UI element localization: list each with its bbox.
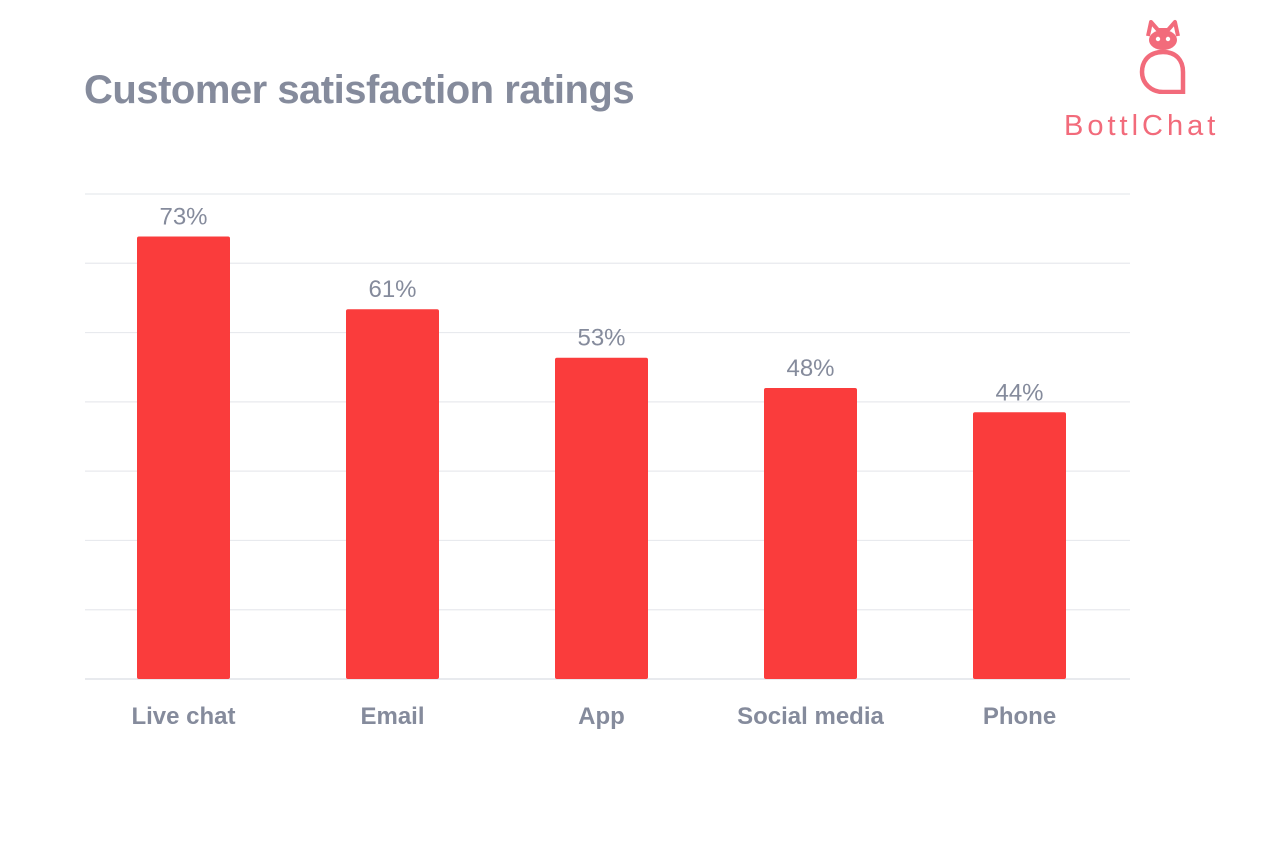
bar [555,357,648,679]
bar-value-label: 73% [159,203,207,230]
chart-title: Customer satisfaction ratings [84,68,635,112]
brand-name: BottlChat [1064,110,1220,142]
category-label: App [578,703,625,730]
category-labels: Live chat Email App Social media Phone [131,703,1056,730]
data-labels: 73% 61% 53% 48% 44% [159,203,1043,406]
brand-logo: BottlChat [1050,10,1275,150]
cat-chat-logo-icon [1139,20,1186,94]
bar-value-label: 48% [786,355,834,382]
category-label: Phone [983,703,1056,730]
bar [346,309,439,679]
bars [137,236,1066,679]
bar-value-label: 44% [995,379,1043,406]
category-label: Social media [737,703,884,730]
category-label: Email [360,703,424,730]
bar-value-label: 61% [368,276,416,303]
bar [764,388,857,679]
category-label: Live chat [131,703,235,730]
bar [973,412,1066,679]
bar-value-label: 53% [577,325,625,352]
bar [137,236,230,679]
